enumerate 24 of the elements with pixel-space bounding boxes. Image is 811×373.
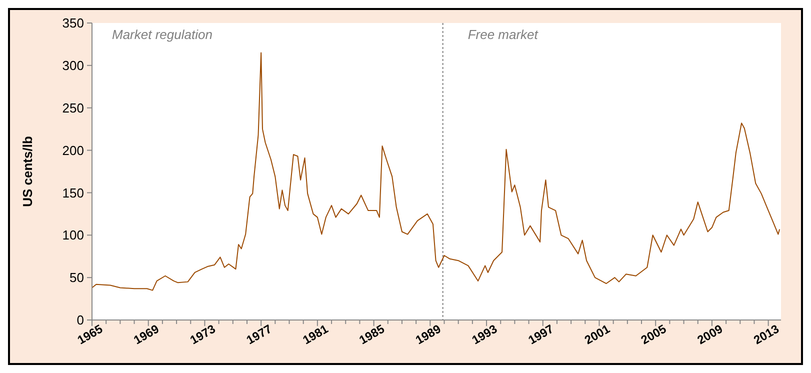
x-tick-label: 2005: [638, 322, 669, 348]
y-tick-label: 150: [62, 185, 84, 200]
annotation: Free market: [468, 27, 540, 42]
x-tick-label: 1969: [131, 322, 162, 348]
x-tick-label: 1989: [413, 322, 444, 348]
x-tick-label: 1973: [188, 322, 218, 348]
x-tick-label: 1997: [526, 322, 556, 348]
line-series: [92, 52, 780, 291]
y-tick-label: 200: [62, 142, 84, 158]
y-tick-label: 350: [62, 16, 84, 31]
x-tick-label: 1977: [244, 322, 274, 348]
y-tick-label: 100: [62, 228, 84, 243]
x-tick-label: 2009: [694, 322, 726, 348]
x-tick-label: 1981: [300, 322, 331, 348]
y-tick-label: 300: [62, 58, 84, 73]
y-tick-label: 250: [62, 100, 84, 116]
x-tick-label: 1993: [469, 322, 500, 348]
y-axis-title: US cents/lb: [20, 136, 35, 207]
x-tick-label: 1985: [356, 322, 388, 348]
y-tick-label: 50: [70, 270, 84, 286]
annotation: Market regulation: [112, 27, 212, 42]
y-tick-label: 0: [76, 312, 84, 328]
x-tick-label: 2013: [751, 322, 782, 348]
x-tick-label: 2001: [582, 322, 613, 348]
